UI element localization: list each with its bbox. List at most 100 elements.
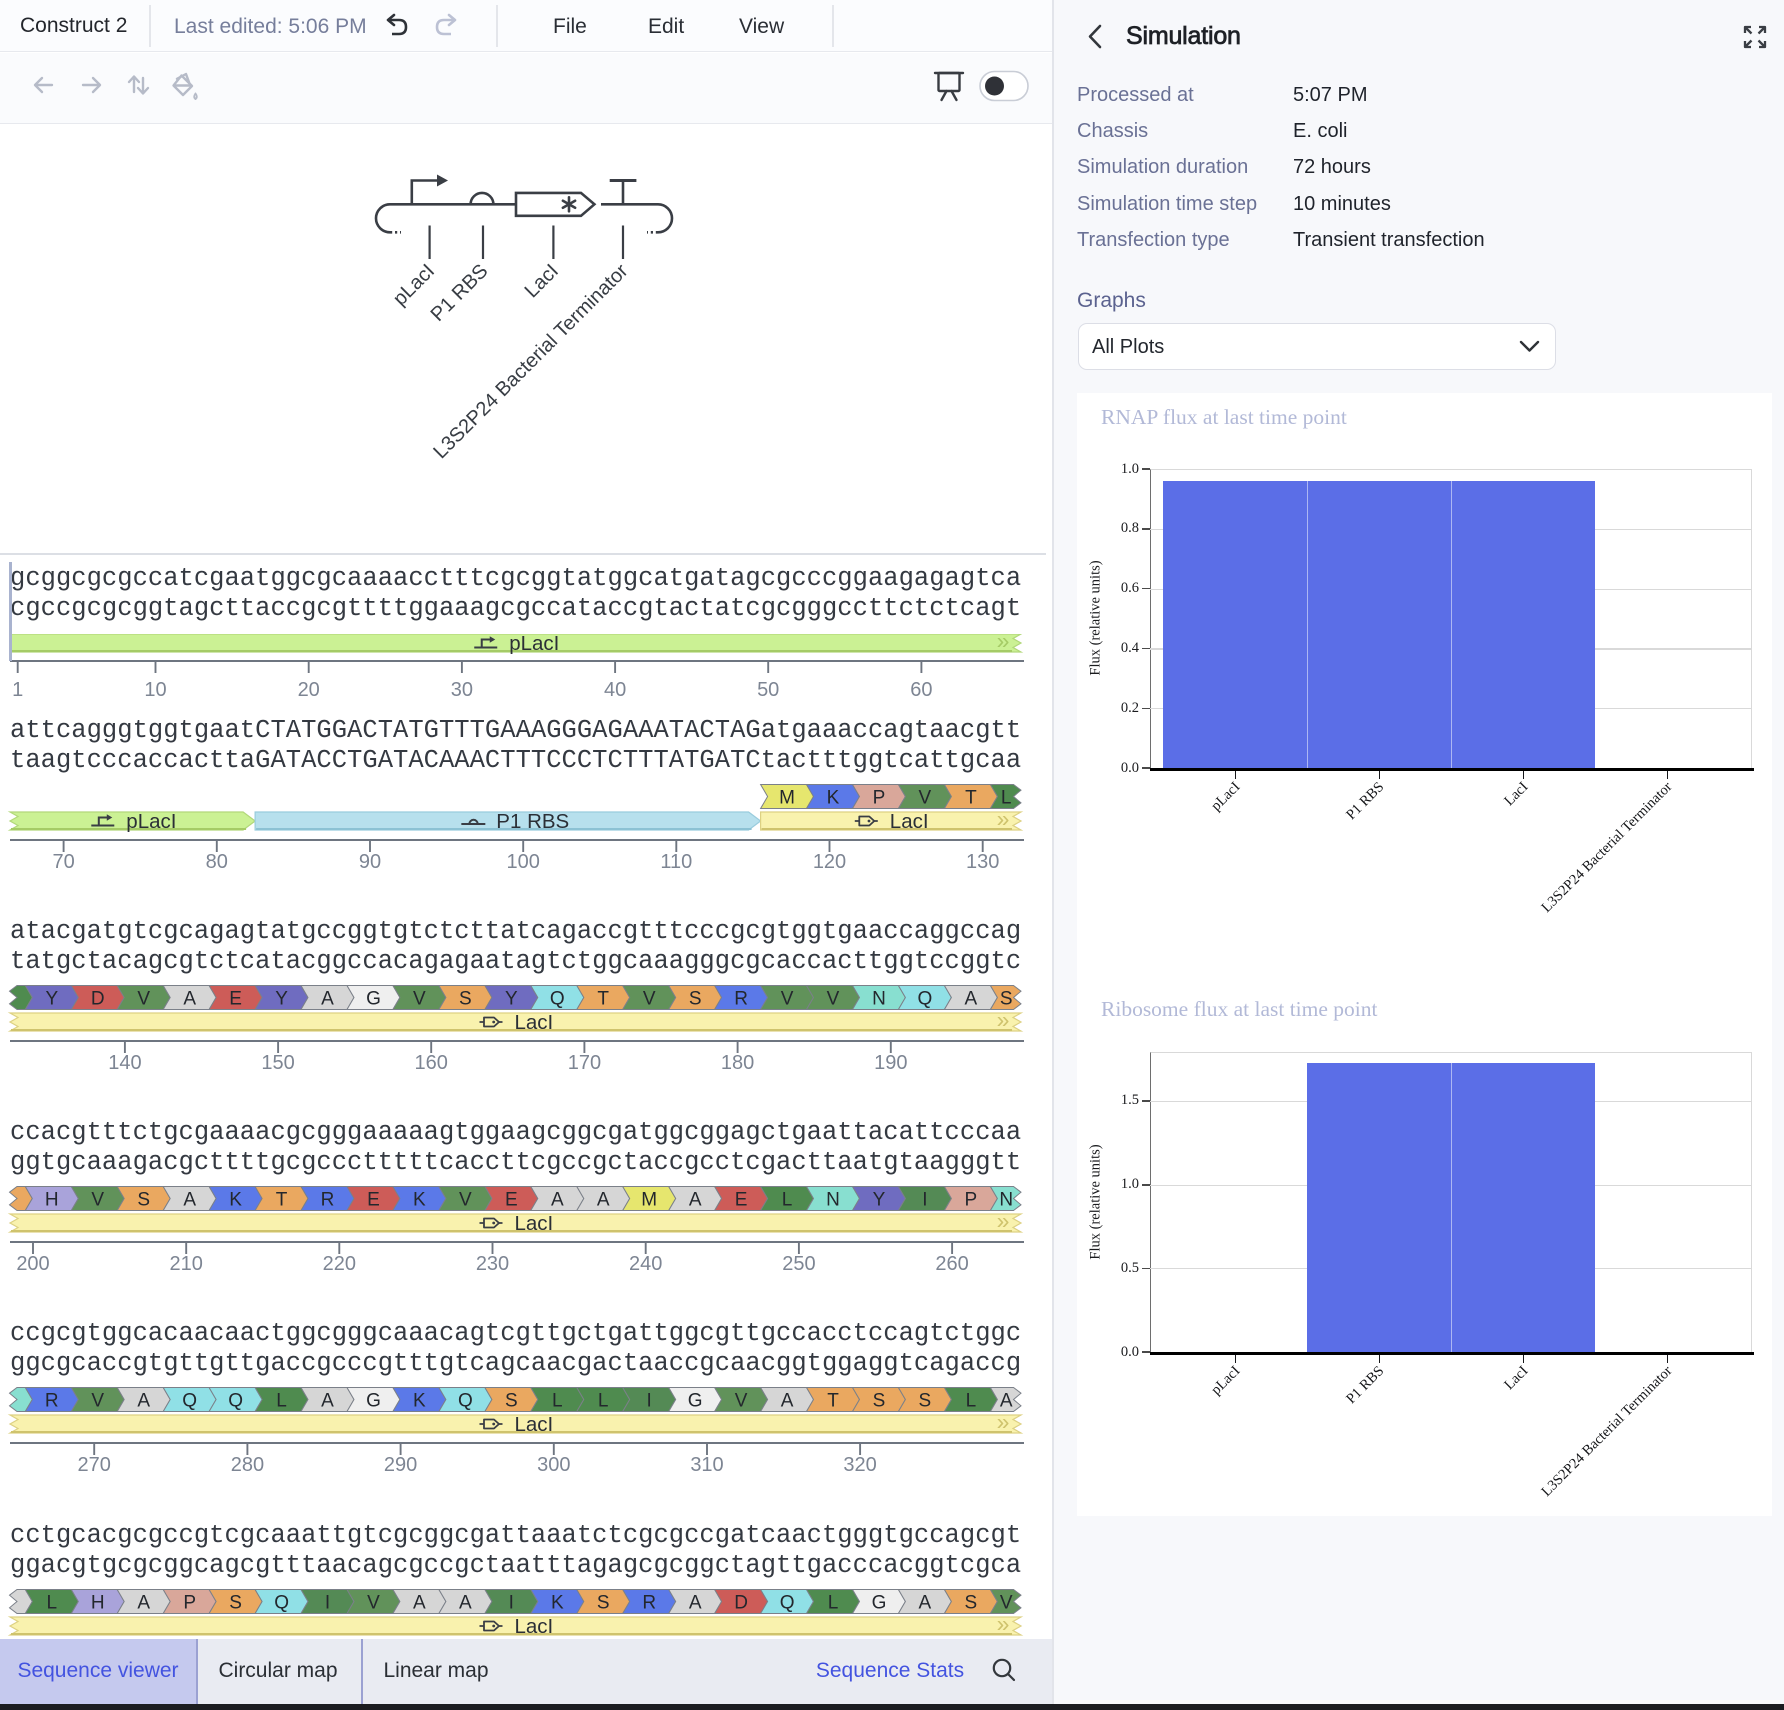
svg-text:R: R — [642, 1593, 656, 1614]
svg-text:E: E — [505, 1190, 518, 1211]
svg-text:V: V — [367, 1593, 380, 1614]
svg-text:V: V — [643, 989, 656, 1010]
svg-text:R: R — [734, 989, 748, 1010]
svg-text:P1 RBS: P1 RBS — [427, 260, 493, 326]
svg-text:Q: Q — [780, 1593, 795, 1614]
svg-text:S: S — [873, 1391, 886, 1412]
svg-text:L: L — [276, 1391, 287, 1412]
svg-text:A: A — [413, 1593, 426, 1614]
svg-text:T: T — [276, 1190, 288, 1211]
svg-text:A: A — [183, 1190, 196, 1211]
svg-text:»: » — [997, 806, 1010, 832]
svg-text:P: P — [183, 1593, 196, 1614]
svg-text:A: A — [689, 1190, 702, 1211]
svg-text:V: V — [1000, 1593, 1013, 1614]
svg-text:A: A — [137, 1391, 150, 1412]
svg-text:S: S — [459, 989, 472, 1010]
svg-text:A: A — [321, 989, 334, 1010]
svg-text:A: A — [781, 1391, 794, 1412]
svg-text:V: V — [137, 989, 150, 1010]
svg-text:L: L — [598, 1391, 609, 1412]
svg-text:A: A — [183, 989, 196, 1010]
svg-text:Y: Y — [45, 989, 58, 1010]
svg-text:V: V — [781, 989, 794, 1010]
svg-text:K: K — [413, 1391, 426, 1412]
svg-text:P1 RBS: P1 RBS — [496, 810, 569, 833]
svg-text:T: T — [965, 788, 977, 809]
svg-text:V: V — [827, 989, 840, 1010]
svg-text:T: T — [827, 1391, 839, 1412]
svg-text:LacI: LacI — [515, 1615, 554, 1638]
svg-text:»: » — [997, 1409, 1010, 1435]
svg-text:K: K — [413, 1190, 426, 1211]
svg-text:I: I — [325, 1593, 330, 1614]
svg-text:A: A — [459, 1593, 472, 1614]
svg-text:A: A — [551, 1190, 564, 1211]
svg-text:I: I — [647, 1391, 652, 1412]
svg-text:Q: Q — [550, 989, 565, 1010]
svg-text:P: P — [873, 788, 886, 809]
svg-text:V: V — [91, 1391, 104, 1412]
svg-text:V: V — [459, 1190, 472, 1211]
svg-text:D: D — [734, 1593, 748, 1614]
svg-text:S: S — [229, 1593, 242, 1614]
svg-text:T: T — [597, 989, 609, 1010]
svg-text:S: S — [505, 1391, 518, 1412]
svg-text:LacI: LacI — [515, 1212, 554, 1235]
svg-text:D: D — [91, 989, 105, 1010]
svg-text:I: I — [509, 1593, 514, 1614]
svg-text:L: L — [1001, 788, 1012, 809]
svg-text:R: R — [45, 1391, 59, 1412]
svg-text:S: S — [919, 1391, 932, 1412]
svg-text:A: A — [137, 1593, 150, 1614]
svg-text:Q: Q — [274, 1593, 289, 1614]
svg-text:V: V — [735, 1391, 748, 1412]
svg-text:N: N — [872, 989, 886, 1010]
svg-text:M: M — [641, 1190, 657, 1211]
svg-text:S: S — [1000, 989, 1013, 1010]
svg-text:Y: Y — [505, 989, 518, 1010]
svg-text:Q: Q — [182, 1391, 197, 1412]
svg-text:G: G — [688, 1391, 703, 1412]
svg-text:L: L — [552, 1391, 563, 1412]
svg-text:V: V — [91, 1190, 104, 1211]
svg-text:LacI: LacI — [515, 1413, 554, 1436]
svg-text:I: I — [922, 1190, 927, 1211]
svg-text:»: » — [997, 1007, 1010, 1033]
svg-text:L: L — [47, 1593, 58, 1614]
svg-text:»: » — [997, 1208, 1010, 1234]
svg-text:L: L — [782, 1190, 793, 1211]
svg-text:Q: Q — [918, 989, 933, 1010]
svg-text:pLacI: pLacI — [389, 260, 439, 310]
svg-text:V: V — [413, 989, 426, 1010]
svg-text:E: E — [735, 1190, 748, 1211]
svg-text:LacI: LacI — [521, 260, 563, 302]
svg-text:V: V — [919, 788, 932, 809]
svg-text:S: S — [137, 1190, 150, 1211]
svg-text:A: A — [919, 1593, 932, 1614]
svg-text:pLacI: pLacI — [509, 634, 559, 655]
svg-text:Y: Y — [873, 1190, 886, 1211]
svg-text:N: N — [826, 1190, 840, 1211]
svg-text:M: M — [779, 788, 795, 809]
svg-text:A: A — [689, 1593, 702, 1614]
svg-text:K: K — [551, 1593, 564, 1614]
svg-text:A: A — [1000, 1391, 1013, 1412]
svg-text:A: A — [321, 1391, 334, 1412]
svg-text:LacI: LacI — [890, 810, 929, 833]
svg-text:K: K — [229, 1190, 242, 1211]
svg-text:LacI: LacI — [515, 1011, 554, 1034]
svg-text:G: G — [366, 989, 381, 1010]
svg-text:H: H — [45, 1190, 59, 1211]
svg-text:P: P — [965, 1190, 978, 1211]
svg-text:»: » — [997, 634, 1010, 654]
svg-text:E: E — [367, 1190, 380, 1211]
svg-text:S: S — [965, 1593, 978, 1614]
svg-text:A: A — [597, 1190, 610, 1211]
svg-text:S: S — [597, 1593, 610, 1614]
svg-text:E: E — [229, 989, 242, 1010]
svg-text:pLacI: pLacI — [126, 810, 176, 833]
svg-text:H: H — [91, 1593, 105, 1614]
svg-text:»: » — [997, 1611, 1010, 1637]
svg-text:Q: Q — [458, 1391, 473, 1412]
